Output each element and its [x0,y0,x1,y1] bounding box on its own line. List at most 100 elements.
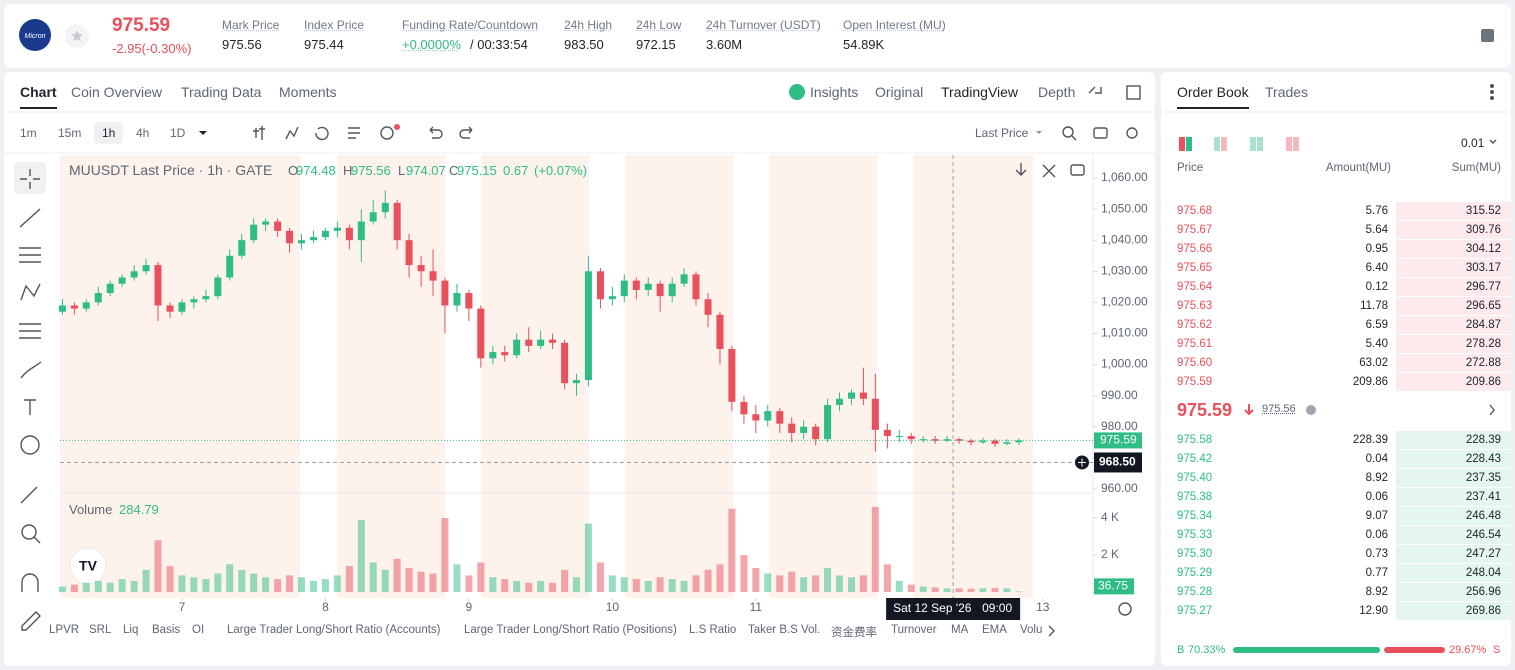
candle-body [859,392,867,399]
volume-bar [979,588,987,593]
volume-bar [417,571,425,593]
indicator-tab[interactable]: Liq [123,624,139,636]
volume-bar [429,573,437,593]
depth-bg [1396,335,1511,353]
indicator-tab[interactable]: 资金费率 [831,627,877,639]
indicator-tab[interactable]: Basis [152,624,181,636]
view-tab[interactable]: Insights [810,84,859,100]
volume-bar [991,587,999,593]
view-tab[interactable]: Original [875,84,924,100]
depth-bg [1396,583,1511,601]
indicator-tab[interactable]: Taker B.S Vol. [748,624,821,636]
toolbar-icons[interactable] [253,83,1497,637]
ob-sum: 284.87 [1465,319,1501,331]
candle-body [214,277,222,297]
y-tick-label: 4 K [1101,510,1119,524]
volume-bar [883,564,891,593]
volume-bar [453,564,461,593]
interval[interactable]: 1D [170,126,186,140]
indicator-tab[interactable]: LPVR [49,624,80,636]
volume-bar [58,586,66,593]
ob-tab[interactable]: Trades [1265,84,1309,100]
ratio-bar-buy [1233,647,1381,653]
indicator-tab[interactable]: Turnover [891,624,937,636]
indicator-tab[interactable]: EMA [982,624,1007,636]
interval[interactable]: 15m [58,126,82,140]
stat-value: 983.50 [564,37,604,52]
indicator-tab[interactable]: Volu [1020,624,1043,636]
ob-sum: 296.65 [1465,300,1501,312]
volume-bar [525,582,533,593]
interval[interactable]: 4h [136,126,150,140]
volume-bar [895,580,903,593]
tab[interactable]: Chart [20,84,57,109]
tab[interactable]: Coin Overview [71,84,163,100]
x-tick-label: 8 [322,600,329,614]
tab[interactable]: Trading Data [181,84,262,100]
ratio-bar-sell [1384,647,1445,653]
depth-bg [1396,564,1511,582]
volume-bar [489,577,497,593]
candle-body [728,348,736,402]
interval[interactable]: 1m [20,126,37,140]
crosshair-time: 09:00 [982,601,1012,615]
candle-body [226,255,234,278]
depth-bg [1396,488,1511,506]
volume-bar [752,567,760,593]
volume-bar [943,588,951,593]
volume-bar [190,577,198,593]
candle-body [1015,440,1023,443]
ob-tab[interactable]: Order Book [1177,84,1249,109]
price-source[interactable]: Last Price [975,126,1029,140]
candle-body [82,302,90,309]
volume-bar [931,587,939,593]
candle-body [692,274,700,300]
ohlc-value: 974.07 [406,163,446,178]
volume-bar [154,540,162,593]
book-icon[interactable] [1481,29,1494,42]
candle-body [680,274,688,284]
volume-bar [513,580,521,593]
indicator-tab[interactable]: L.S Ratio [689,624,737,636]
stat-value: 975.56 [222,37,262,52]
candle-body [381,202,389,213]
indicator-tab[interactable]: Large Trader Long/Short Ratio (Positions… [464,624,677,636]
indicator-tab[interactable]: MA [951,624,969,636]
candle-body [776,411,784,424]
indicator-tab[interactable]: OI [192,624,205,636]
candle-body [58,305,66,312]
candle-body [668,283,676,297]
interval[interactable]: 1h [94,122,124,144]
dropdown-icon [199,131,207,135]
ob-precision[interactable]: 0.01 [1461,136,1485,150]
volume-bar [465,575,473,593]
volume-bar [907,584,915,593]
ob-sum: 296.77 [1465,281,1501,293]
candle-body [632,280,640,290]
crosshair-add-icon [1078,458,1086,467]
ob-sum: 269.86 [1465,605,1501,617]
volume-bar [596,562,604,593]
volume-bar [740,555,748,593]
volume-current: 284.79 [119,502,159,517]
view-tab[interactable]: Depth [1038,84,1076,100]
ob-price: 975.33 [1177,529,1213,541]
tab[interactable]: Moments [279,84,337,100]
ob-last: 975.59 [1177,400,1233,420]
last-price: 975.59 [112,15,171,36]
view-tab[interactable]: TradingView [941,84,1019,100]
volume-bar [584,523,592,593]
indicator-tab[interactable]: SRL [89,624,112,636]
candle-body [357,221,365,241]
volume-bar [274,579,282,593]
depth-bg [1396,240,1511,258]
ob-price: 975.30 [1177,548,1213,560]
candle-body [453,293,461,306]
logo-text: Micron [24,33,45,40]
ohlc-value: 975.15 [457,163,497,178]
indicator-tab[interactable]: Large Trader Long/Short Ratio (Accounts) [227,624,441,636]
ob-sum: 309.76 [1465,224,1501,236]
candle-body [417,265,425,272]
